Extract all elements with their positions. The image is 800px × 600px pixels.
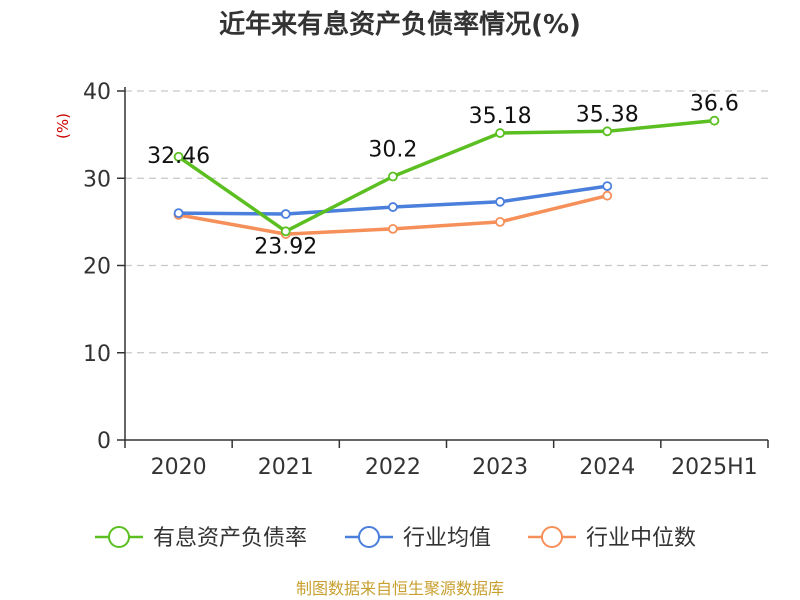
data-label: 30.2 [368,138,417,163]
series-point-0[interactable] [173,151,184,162]
x-tick-label: 2021 [258,455,314,480]
y-tick-label: 10 [83,342,111,367]
data-labels: 32.46 23.92 30.2 35.18 35.38 36.6 [147,92,739,260]
series-point-1[interactable] [388,202,398,212]
series-point-0[interactable] [495,128,505,138]
data-label: 36.6 [690,92,739,117]
x-tick-label: 2020 [151,455,207,480]
legend-item-1[interactable]: 行业均值 [345,526,491,551]
source-note: 制图数据来自恒生聚源数据库 [296,579,504,598]
series-layer [173,115,720,239]
data-label: 23.92 [254,234,317,259]
legend-label: 行业均值 [403,526,491,551]
legend-label: 有息资产负债率 [153,526,307,551]
y-tick-label: 0 [97,429,111,454]
y-tick-label: 20 [83,255,111,280]
series-point-0[interactable] [388,171,398,182]
series-point-1[interactable] [495,196,505,207]
legend-marker [541,526,563,548]
series-point-1[interactable] [173,208,184,219]
data-label: 32.46 [147,144,210,169]
legend-label: 行业中位数 [586,526,696,551]
series-line-0 [176,118,717,234]
x-tick-label: 2023 [472,455,528,480]
legend-marker [358,526,380,548]
x-tick-label: 2022 [365,455,421,480]
axes [117,87,769,448]
y-axis-unit-label: (%) [54,113,72,139]
series-point-0[interactable] [602,126,613,137]
legend-item-2[interactable]: 行业中位数 [528,526,696,551]
series-point-2[interactable] [495,216,505,227]
series-point-1[interactable] [602,181,613,192]
legend[interactable]: 有息资产负债率 行业均值 行业中位数 [95,526,696,551]
chart-title: 近年来有息资产负债率情况(%) [219,9,581,40]
series-point-2[interactable] [388,223,398,234]
x-tick-label: 2024 [579,455,635,480]
legend-marker [108,526,130,548]
legend-item-0[interactable]: 有息资产负债率 [95,526,307,551]
series-point-1[interactable] [280,209,291,219]
series-point-0[interactable] [280,226,291,237]
y-tick-labels: 0 10 20 30 40 [83,80,111,454]
data-label: 35.18 [469,104,532,129]
series-point-2[interactable] [602,190,613,201]
y-tick-label: 30 [83,167,111,192]
x-tick-labels: 2020 2021 2022 2023 2024 2025H1 [151,455,758,480]
series-point-0[interactable] [709,115,720,126]
y-tick-label: 40 [83,80,111,105]
data-label: 35.38 [576,102,639,127]
x-tick-label: 2025H1 [671,455,758,480]
